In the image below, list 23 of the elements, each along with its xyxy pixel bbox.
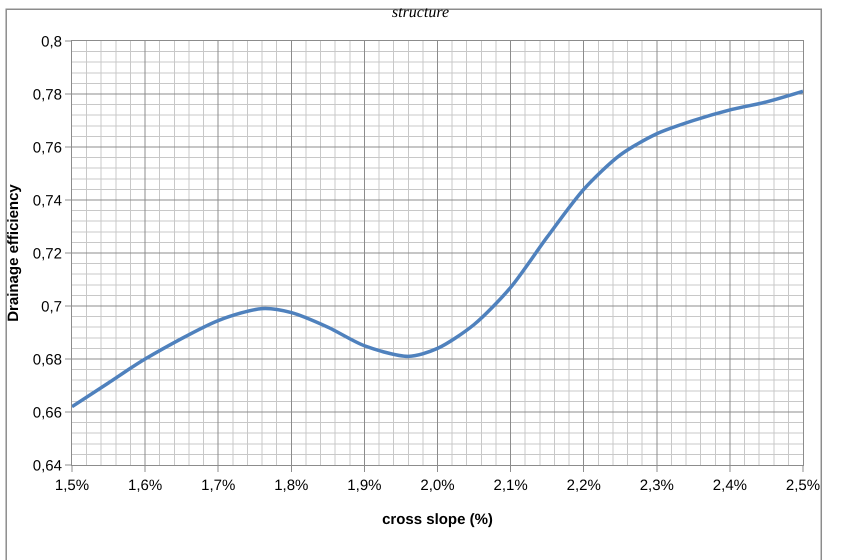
y-tick-label: 0,66 (32, 404, 62, 422)
y-tick-label: 0,68 (32, 351, 62, 368)
x-tick-label: 2,3% (640, 477, 674, 494)
x-tick-label: 1,8% (274, 477, 308, 494)
x-tick-label: 1,6% (128, 477, 162, 494)
x-tick-label: 2,1% (494, 477, 528, 494)
y-axis-title: Drainage efficiency (5, 184, 22, 322)
y-tick-label: 0,78 (32, 86, 62, 104)
x-tick-label: 2,0% (420, 477, 455, 494)
y-tick-label: 0,8 (41, 33, 62, 50)
y-tick-label: 0,64 (32, 457, 62, 474)
x-tick-label: 1,5% (54, 477, 90, 494)
y-tick-label: 0,74 (32, 192, 62, 210)
x-tick-label: 2,5% (786, 477, 820, 494)
x-tick-label: 1,9% (347, 477, 382, 494)
y-tick-label: 0,72 (32, 245, 62, 262)
y-tick-label: 0,76 (32, 139, 62, 156)
x-tick-label: 1,7% (201, 477, 236, 494)
x-tick-label: 2,4% (712, 477, 747, 494)
x-tick-label: 2,2% (566, 477, 601, 494)
chart-title: structure (392, 4, 450, 21)
x-axis-title: cross slope (%) (382, 511, 493, 528)
y-tick-label: 0,7 (41, 298, 62, 316)
